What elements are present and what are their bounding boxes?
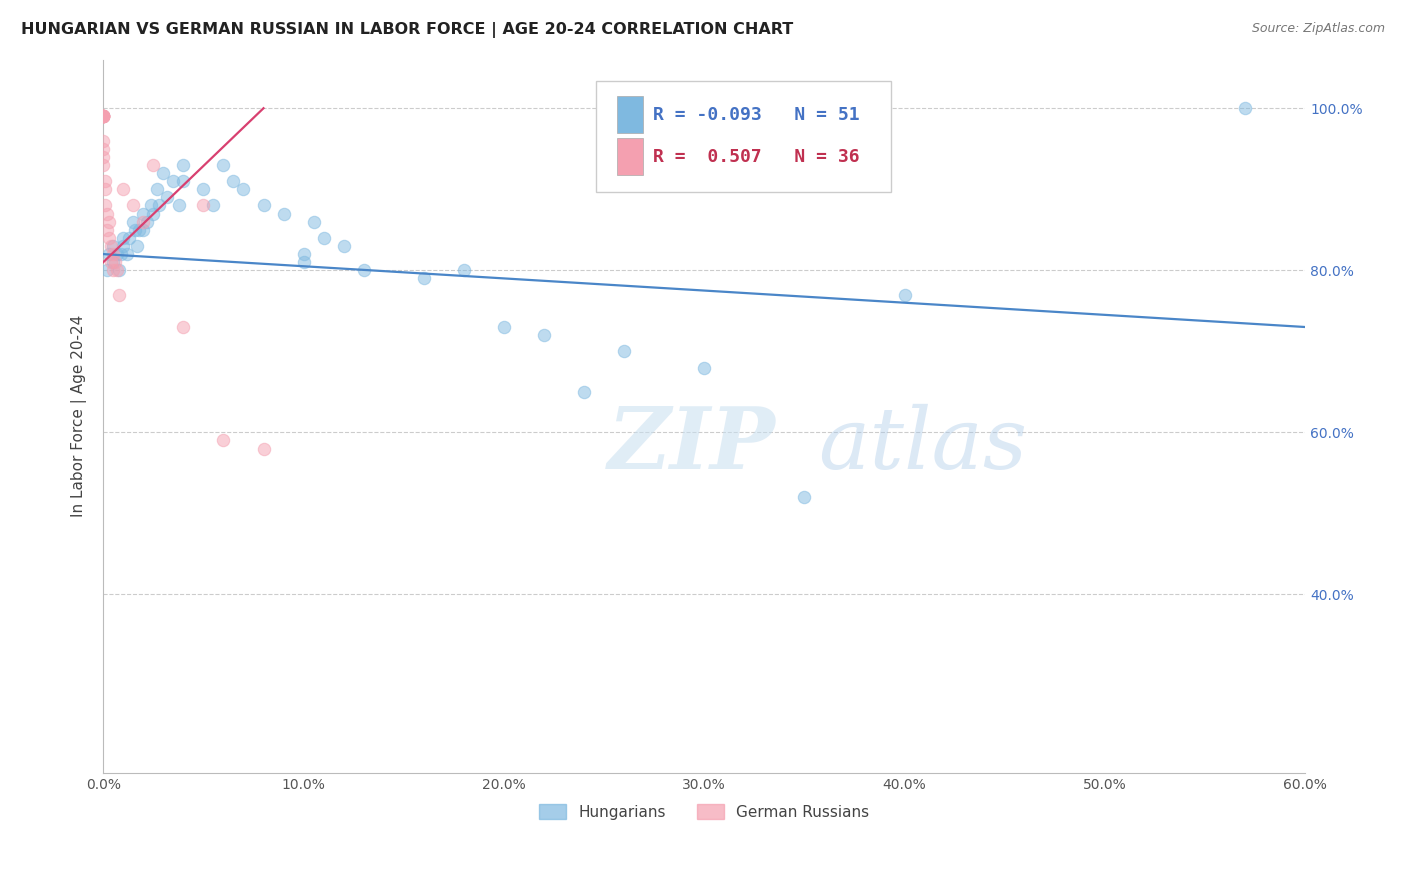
Point [893, 287, 915, 301]
Point [91, 109, 114, 123]
Point [132, 215, 155, 229]
Point [141, 198, 163, 212]
Point [1234, 101, 1257, 115]
Point [98, 231, 121, 245]
Point [103, 247, 125, 261]
Text: Source: ZipAtlas.com: Source: ZipAtlas.com [1251, 22, 1385, 36]
Point [91, 158, 114, 172]
Point [793, 490, 815, 504]
Point [94, 182, 117, 196]
Point [148, 198, 170, 212]
Point [193, 198, 215, 212]
Point [91, 150, 114, 164]
Text: HUNGARIAN VS GERMAN RUSSIAN IN LABOR FORCE | AGE 20-24 CORRELATION CHART: HUNGARIAN VS GERMAN RUSSIAN IN LABOR FOR… [21, 22, 793, 38]
Point [112, 231, 135, 245]
Point [103, 239, 125, 253]
Point [142, 206, 165, 220]
Point [98, 215, 121, 229]
Point [91, 109, 114, 123]
Point [613, 344, 636, 359]
Point [100, 255, 122, 269]
FancyBboxPatch shape [617, 138, 643, 175]
Point [127, 239, 149, 253]
Y-axis label: In Labor Force | Age 20-24: In Labor Force | Age 20-24 [72, 315, 87, 517]
Point [302, 215, 325, 229]
Point [104, 255, 127, 269]
Point [693, 360, 716, 375]
Point [91, 142, 114, 156]
Point [146, 182, 169, 196]
Point [112, 182, 135, 196]
Point [128, 223, 150, 237]
Text: ZIP: ZIP [609, 403, 776, 486]
Point [96, 223, 118, 237]
Point [91, 109, 114, 123]
Point [112, 239, 135, 253]
Text: R =  0.507   N = 36: R = 0.507 N = 36 [652, 147, 859, 166]
Point [212, 434, 235, 448]
Point [103, 263, 125, 277]
Point [105, 263, 128, 277]
Point [91, 134, 114, 148]
Point [100, 239, 122, 253]
Point [110, 247, 132, 261]
Point [252, 442, 274, 456]
Point [94, 198, 117, 212]
Point [222, 174, 245, 188]
Point [533, 328, 555, 343]
Point [292, 247, 315, 261]
Point [96, 206, 118, 220]
Legend: Hungarians, German Russians: Hungarians, German Russians [533, 798, 876, 826]
Point [118, 231, 141, 245]
Text: atlas: atlas [818, 403, 1028, 486]
Point [91, 109, 114, 123]
Point [91, 109, 114, 123]
Point [172, 320, 194, 334]
Point [152, 166, 174, 180]
Point [91, 109, 114, 123]
Point [122, 198, 145, 212]
Point [232, 182, 254, 196]
Point [91, 109, 114, 123]
Point [96, 263, 118, 277]
Text: R = -0.093   N = 51: R = -0.093 N = 51 [652, 105, 859, 123]
Point [202, 198, 225, 212]
Point [252, 198, 274, 212]
Point [292, 255, 315, 269]
Point [103, 255, 125, 269]
Point [91, 109, 114, 123]
Point [453, 263, 475, 277]
Point [172, 158, 194, 172]
Point [105, 247, 128, 261]
Point [132, 223, 155, 237]
FancyBboxPatch shape [596, 81, 890, 192]
Point [136, 215, 159, 229]
Point [492, 320, 515, 334]
Point [124, 223, 146, 237]
Point [94, 174, 117, 188]
Point [156, 190, 179, 204]
Point [212, 158, 235, 172]
Point [91, 109, 114, 123]
Point [312, 231, 335, 245]
Point [172, 174, 194, 188]
Point [572, 384, 595, 399]
Point [122, 215, 145, 229]
Point [132, 206, 155, 220]
Point [412, 271, 434, 285]
Point [108, 287, 131, 301]
Point [273, 206, 295, 220]
Point [117, 247, 139, 261]
Point [353, 263, 375, 277]
Point [332, 239, 354, 253]
Point [193, 182, 215, 196]
Point [142, 158, 165, 172]
Point [169, 198, 191, 212]
Point [108, 263, 131, 277]
Point [162, 174, 184, 188]
Point [91, 109, 114, 123]
Point [98, 247, 121, 261]
FancyBboxPatch shape [617, 96, 643, 133]
